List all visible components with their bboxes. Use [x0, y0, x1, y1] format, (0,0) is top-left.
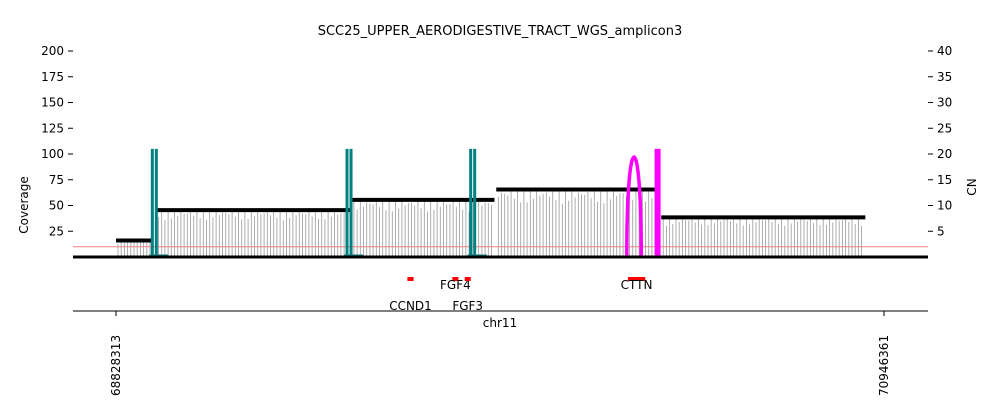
x-axis-label: chr11	[483, 316, 517, 330]
gene-track: CCND1 FGF4 FGF3 CTTN	[389, 277, 653, 313]
x-axis-ticks: 68828313 70946361	[109, 311, 891, 396]
everted-edge	[469, 148, 477, 257]
inversion-arc	[625, 155, 644, 258]
y-tick-label-right: 20	[937, 147, 952, 161]
y-tick-label-right: 40	[937, 44, 952, 58]
y-tick-label-right: 25	[937, 121, 952, 135]
gene-label: CCND1	[389, 299, 432, 313]
y-axis-label-right: CN	[965, 178, 979, 195]
gene-label: CTTN	[621, 278, 653, 292]
y-axis-right: 5 10 15 20 25 30 35 40	[928, 44, 952, 238]
y-tick-label-right: 35	[937, 70, 952, 84]
inversion-edge	[654, 148, 661, 257]
y-tick-label-left: 25	[49, 224, 64, 238]
y-axis-left: 25 50 75 100 125 150 175 200	[41, 44, 73, 238]
y-tick-label-left: 125	[41, 121, 64, 135]
y-tick-label-left: 100	[41, 147, 64, 161]
chart-title: SCC25_UPPER_AERODIGESTIVE_TRACT_WGS_ampl…	[318, 24, 683, 39]
x-tick-label: 70946361	[877, 335, 891, 396]
y-tick-label-left: 150	[41, 96, 64, 110]
everted-edge	[345, 148, 353, 257]
y-tick-label-left: 175	[41, 70, 64, 84]
y-tick-label-right: 5	[937, 224, 945, 238]
y-tick-label-left: 200	[41, 44, 64, 58]
breakpoint-edges	[149, 148, 661, 258]
gene-label: FGF4	[440, 278, 471, 292]
everted-edge	[150, 148, 158, 257]
y-tick-label-right: 15	[937, 173, 952, 187]
y-tick-label-left: 75	[49, 173, 64, 187]
x-tick-label: 68828313	[109, 335, 123, 396]
y-axis-label-left: Coverage	[17, 176, 31, 234]
gene-label: FGF3	[452, 299, 483, 313]
cn-segments	[116, 187, 866, 243]
y-tick-label-right: 10	[937, 199, 952, 213]
y-tick-label-right: 30	[937, 96, 952, 110]
y-tick-label-left: 50	[49, 199, 64, 213]
